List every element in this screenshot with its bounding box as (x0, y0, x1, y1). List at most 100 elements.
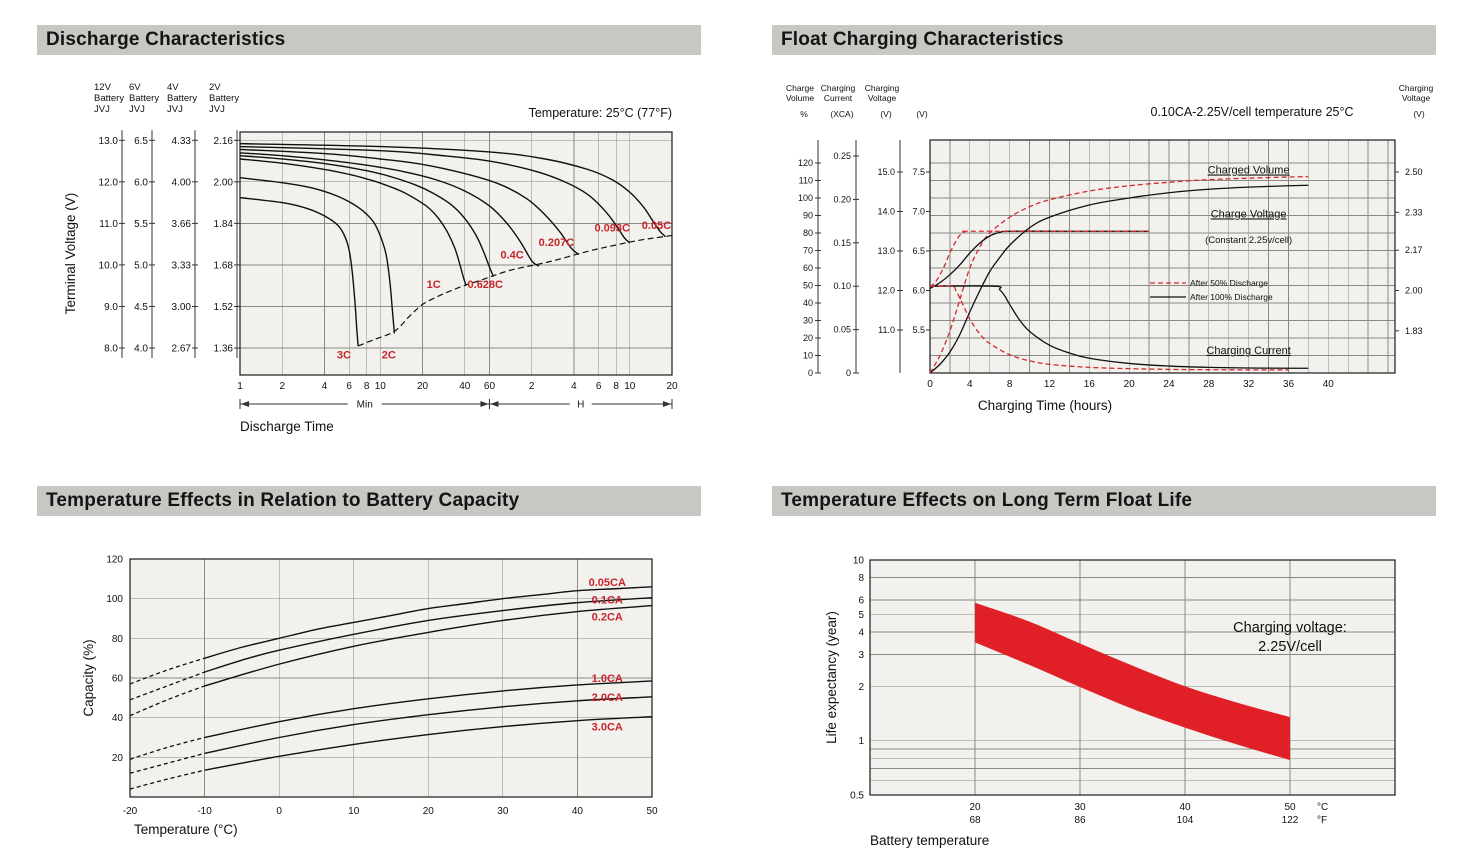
x-tick-label: 60 (484, 381, 496, 392)
plot-background (930, 140, 1395, 373)
axis-tick-label: 13.0 (99, 136, 119, 147)
axis-header: Voltage (868, 93, 897, 103)
y-tick-label: 60 (112, 674, 124, 685)
axis-tick-label: 20 (803, 333, 813, 343)
series-charging-current-after-100 (929, 285, 1309, 369)
axis-header: 12V (94, 82, 112, 93)
x-tick-label: 4 (571, 381, 577, 392)
series-1C (239, 158, 467, 286)
x-tick-label: 10 (348, 806, 360, 817)
y-tick-label: 2 (858, 682, 864, 693)
series-0.05CA (204, 586, 653, 659)
axis-tick-label: 0.10 (833, 281, 851, 291)
x-tick-label-c: 30 (1074, 802, 1086, 813)
x-tick-label: 30 (497, 806, 509, 817)
axis-tick-label: 6.5 (134, 136, 148, 147)
curve-label: 0.207C (539, 237, 575, 249)
x-tick-label: 8 (364, 381, 370, 392)
curve-label: 1.0CA (592, 673, 623, 685)
axis-tick-label: 15.0 (877, 167, 895, 177)
axis-tick-label: 10 (803, 351, 813, 361)
axis-tick-label: 1.52 (214, 302, 234, 313)
axis-header: 4V (167, 82, 179, 93)
x-tick-label: 28 (1203, 379, 1215, 390)
curve-label: 2C (382, 349, 396, 361)
x-tick-label: 8 (613, 381, 619, 392)
axis-header: Battery (167, 93, 197, 104)
y-tick-label: 0.5 (850, 791, 864, 802)
axis-header: Battery (209, 93, 239, 104)
ruler-arrow (663, 401, 671, 407)
curve-label: 0.2CA (592, 612, 623, 624)
axis-tick-label: 3.66 (172, 219, 192, 230)
x-tick-label: 40 (459, 381, 471, 392)
series-0.4C (239, 152, 540, 267)
chart-note: 0.10CA-2.25V/cell temperature 25°C (1150, 105, 1353, 119)
x-axis-title: Charging Time (hours) (978, 398, 1112, 413)
axis-tick-label: 4.5 (134, 302, 148, 313)
x-tick-label: -10 (197, 806, 212, 817)
plot-border (929, 139, 1396, 374)
y-tick-label: 10 (853, 556, 865, 567)
axis-unit: (V) (880, 109, 892, 119)
axis-unit: (V) (916, 109, 928, 119)
x-tick-label: 20 (423, 806, 435, 817)
x-tick-label: 20 (666, 381, 678, 392)
series-0.207C (239, 148, 580, 256)
axis-header: Volume (786, 93, 815, 103)
axis-tick-label: 80 (803, 228, 813, 238)
annotation-line: Charging voltage: (1233, 620, 1347, 636)
curve-label: 2.0CA (592, 692, 623, 704)
curve-label: 3.0CA (592, 722, 623, 734)
y-tick-label: 100 (106, 594, 123, 605)
x-tick-label: 10 (375, 381, 387, 392)
x-tick-label: 16 (1084, 379, 1096, 390)
axis-tick-label: 8.0 (104, 344, 118, 355)
x-tick-label: 32 (1243, 379, 1255, 390)
series-charged-volume-after-50 (929, 176, 1309, 374)
series-3.0CA-dashed (129, 769, 205, 790)
panel-title-temp-capacity: Temperature Effects in Relation to Batte… (37, 486, 701, 516)
float-charging-chart: ChargeVolume%120110100908070605040302010… (786, 83, 1434, 413)
curve-label: 0.4C (500, 250, 523, 262)
x-tick-label: 36 (1283, 379, 1295, 390)
ruler-label-bg (347, 397, 382, 411)
y-tick-label: 40 (112, 713, 124, 724)
axis-tick-label: 110 (799, 176, 813, 186)
y-axis-title: Life expectancy (year) (824, 611, 839, 744)
x-tick-label: 4 (322, 381, 328, 392)
axis-header: Voltage (1402, 93, 1431, 103)
axis-tick-label: 10.0 (99, 260, 119, 271)
axis-tick-label: 6.0 (912, 286, 925, 296)
plot-border (869, 559, 1396, 796)
axis-tick-label: 0.05 (833, 325, 851, 335)
series-charge-voltage-after-50 (929, 230, 1150, 288)
axis-tick-label: 2.67 (172, 344, 192, 355)
axis-tick-label: 100 (798, 193, 813, 203)
axis-header: 2V (209, 82, 221, 93)
x-tick-label: 6 (346, 381, 352, 392)
ruler-label-bg (569, 397, 592, 411)
axis-tick-label: 1.84 (214, 219, 234, 230)
y-tick-label: 20 (112, 753, 124, 764)
axis-tick-label: 6.0 (134, 177, 148, 188)
y-tick-label: 4 (858, 627, 864, 638)
x-unit-celsius: °C (1317, 802, 1328, 813)
axis-header: Charging (821, 83, 856, 93)
axis-tick-label: 1.83 (1405, 326, 1423, 336)
x-tick-label: 10 (624, 381, 636, 392)
y-tick-label: 8 (858, 573, 864, 584)
axis-unit: (XCA) (830, 109, 853, 119)
series-3.0CA (204, 715, 653, 771)
axis-unit: % (800, 109, 808, 119)
axis-tick-label: 3.33 (172, 260, 192, 271)
axis-tick-label: 11.0 (99, 219, 118, 230)
y-tick-label: 1 (858, 736, 864, 747)
series-charging-current-after-50 (929, 285, 1289, 371)
axis-tick-label: 30 (803, 316, 813, 326)
axis-tick-label: 13.0 (877, 246, 895, 256)
curve-label: 0.628C (468, 279, 504, 291)
axis-tick-label: 7.5 (912, 167, 925, 177)
axis-tick-label: 7.0 (912, 207, 925, 217)
x-tick-label-f: 122 (1282, 815, 1299, 826)
